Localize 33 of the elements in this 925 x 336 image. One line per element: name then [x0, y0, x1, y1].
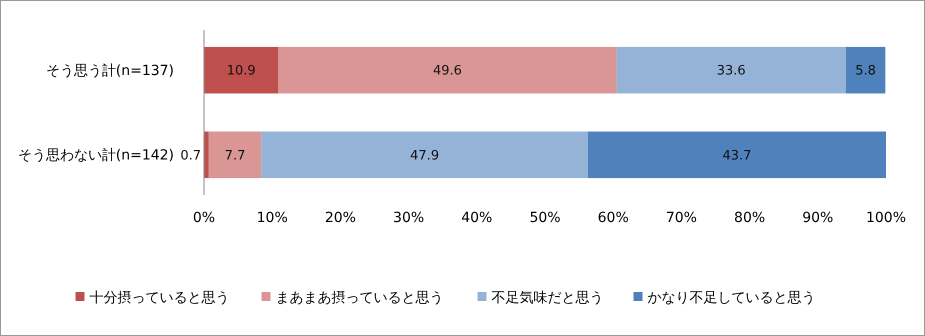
- x-tick-label: 100%: [866, 210, 906, 226]
- data-label: 7.7: [224, 148, 246, 164]
- x-tick-label: 80%: [734, 210, 766, 226]
- data-label: 10.9: [226, 64, 256, 79]
- y-tick-label: そう思う計(n=137): [46, 63, 174, 80]
- data-label: 47.9: [410, 148, 440, 164]
- y-tick-label: そう思わない計(n=142): [18, 148, 174, 164]
- bar: [204, 46, 278, 94]
- x-tick-label: 90%: [802, 210, 834, 226]
- x-tick-label: 20%: [324, 210, 356, 226]
- data-label: 0.7: [180, 148, 201, 164]
- x-tick-label: 10%: [256, 210, 288, 226]
- data-label: 33.6: [716, 64, 746, 79]
- legend-label: 不足気味だと思う: [492, 290, 604, 306]
- x-tick-label: 70%: [666, 210, 697, 226]
- legend-label: まあまあ摂っていると思う: [276, 290, 444, 306]
- data-label: 49.6: [432, 64, 462, 79]
- bar: [204, 132, 209, 178]
- x-tick-label: 50%: [529, 210, 561, 226]
- legend-label: かなり不足していると思う: [648, 290, 816, 306]
- bar: [846, 46, 886, 94]
- legend-label: 十分摂っていると思う: [90, 290, 230, 306]
- x-tick-label: 30%: [393, 210, 424, 226]
- bar: [616, 46, 846, 94]
- x-tick-label: 0%: [192, 210, 216, 226]
- x-tick-label: 40%: [461, 210, 492, 226]
- bar: [588, 132, 886, 178]
- bar: [208, 132, 262, 178]
- bar: [261, 132, 588, 178]
- bar: [278, 46, 617, 94]
- data-label: 5.8: [855, 64, 876, 79]
- x-tick-label: 60%: [598, 210, 629, 226]
- data-label: 43.7: [722, 148, 752, 164]
